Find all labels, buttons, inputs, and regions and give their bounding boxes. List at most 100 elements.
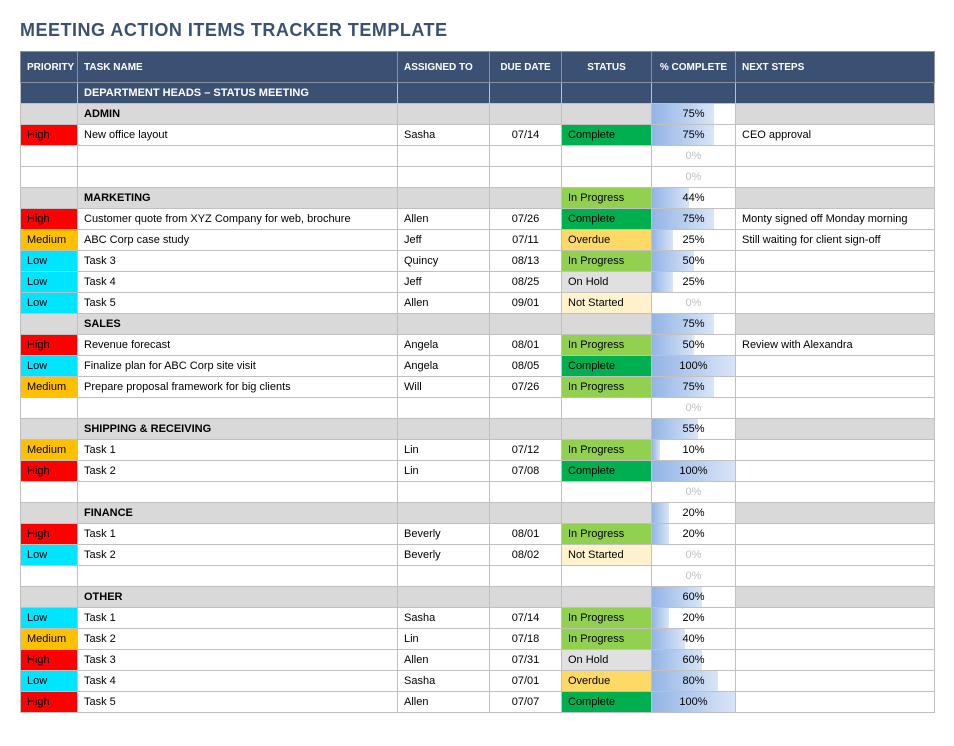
cell-assigned: Allen	[398, 209, 490, 230]
cell-task: Task 2	[78, 545, 398, 566]
col-due: DUE DATE	[490, 52, 562, 83]
section-blank-next	[736, 587, 935, 608]
cell-priority: Medium	[21, 230, 78, 251]
cell-priority: Low	[21, 671, 78, 692]
cell-next	[736, 608, 935, 629]
section-blank-assigned	[398, 83, 490, 104]
cell-next: Still waiting for client sign-off	[736, 230, 935, 251]
cell-next	[736, 692, 935, 713]
cell-status: Complete	[562, 461, 652, 482]
cell-due: 08/05	[490, 356, 562, 377]
section-blank-next	[736, 83, 935, 104]
cell-due: 08/01	[490, 335, 562, 356]
pct-text: 60%	[652, 591, 735, 603]
cell-next	[736, 629, 935, 650]
cell-task: ABC Corp case study	[78, 230, 398, 251]
cell-due	[490, 566, 562, 587]
cell-priority	[21, 398, 78, 419]
cell-assigned: Allen	[398, 692, 490, 713]
cell-status: In Progress	[562, 377, 652, 398]
cell-due	[490, 398, 562, 419]
section-status	[562, 314, 652, 335]
table-row: 0%	[21, 482, 935, 503]
cell-due: 09/01	[490, 293, 562, 314]
section-blank-priority	[21, 83, 78, 104]
cell-pct: 0%	[652, 167, 736, 188]
cell-due	[490, 482, 562, 503]
section-pct	[652, 83, 736, 104]
pct-text: 75%	[652, 213, 735, 225]
cell-status	[562, 482, 652, 503]
cell-pct: 0%	[652, 482, 736, 503]
section-blank-priority	[21, 104, 78, 125]
cell-pct: 40%	[652, 629, 736, 650]
cell-priority: Low	[21, 356, 78, 377]
pct-text: 20%	[652, 507, 735, 519]
cell-pct: 75%	[652, 377, 736, 398]
table-row: HighRevenue forecastAngela08/01In Progre…	[21, 335, 935, 356]
cell-priority	[21, 566, 78, 587]
section-blank-due	[490, 83, 562, 104]
section-blank-due	[490, 314, 562, 335]
cell-task: Task 2	[78, 461, 398, 482]
table-row: 0%	[21, 167, 935, 188]
cell-assigned: Allen	[398, 293, 490, 314]
cell-next	[736, 251, 935, 272]
cell-status	[562, 398, 652, 419]
cell-priority: High	[21, 692, 78, 713]
pct-text: 20%	[652, 528, 735, 540]
cell-pct: 0%	[652, 566, 736, 587]
section-blank-due	[490, 503, 562, 524]
cell-task: Revenue forecast	[78, 335, 398, 356]
table-row: LowTask 4Jeff08/25On Hold25%	[21, 272, 935, 293]
cell-assigned: Angela	[398, 356, 490, 377]
table-row: LowFinalize plan for ABC Corp site visit…	[21, 356, 935, 377]
table-row: LowTask 3Quincy08/13In Progress50%	[21, 251, 935, 272]
cell-due	[490, 167, 562, 188]
cell-next	[736, 293, 935, 314]
cell-pct: 25%	[652, 230, 736, 251]
cell-assigned: Beverly	[398, 545, 490, 566]
cell-next	[736, 566, 935, 587]
cell-task: Task 1	[78, 440, 398, 461]
cell-due: 07/08	[490, 461, 562, 482]
cell-task: Task 3	[78, 650, 398, 671]
cell-status: In Progress	[562, 335, 652, 356]
table-row: 0%	[21, 398, 935, 419]
cell-due: 07/14	[490, 608, 562, 629]
pct-text: 0%	[652, 402, 735, 414]
cell-task: Task 4	[78, 671, 398, 692]
cell-task: Task 5	[78, 293, 398, 314]
cell-status: Complete	[562, 125, 652, 146]
col-priority: PRIORITY	[21, 52, 78, 83]
cell-task: Task 3	[78, 251, 398, 272]
pct-text: 40%	[652, 633, 735, 645]
cell-next	[736, 272, 935, 293]
section-label: SALES	[78, 314, 398, 335]
pct-text: 0%	[652, 297, 735, 309]
cell-task	[78, 482, 398, 503]
cell-pct: 100%	[652, 461, 736, 482]
cell-pct: 80%	[652, 671, 736, 692]
cell-next	[736, 167, 935, 188]
col-next: NEXT STEPS	[736, 52, 935, 83]
cell-status: On Hold	[562, 272, 652, 293]
pct-text: 75%	[652, 129, 735, 141]
pct-text: 50%	[652, 255, 735, 267]
cell-task: Customer quote from XYZ Company for web,…	[78, 209, 398, 230]
col-status: STATUS	[562, 52, 652, 83]
cell-due: 07/31	[490, 650, 562, 671]
cell-status: Complete	[562, 356, 652, 377]
cell-status	[562, 146, 652, 167]
cell-priority: High	[21, 209, 78, 230]
cell-task: Task 1	[78, 608, 398, 629]
cell-status: In Progress	[562, 524, 652, 545]
table-row: 0%	[21, 566, 935, 587]
cell-next: Monty signed off Monday morning	[736, 209, 935, 230]
section-blank-next	[736, 419, 935, 440]
col-pct: % COMPLETE	[652, 52, 736, 83]
cell-assigned: Quincy	[398, 251, 490, 272]
table-row: LowTask 5Allen09/01Not Started0%	[21, 293, 935, 314]
cell-task: Task 4	[78, 272, 398, 293]
cell-task: New office layout	[78, 125, 398, 146]
